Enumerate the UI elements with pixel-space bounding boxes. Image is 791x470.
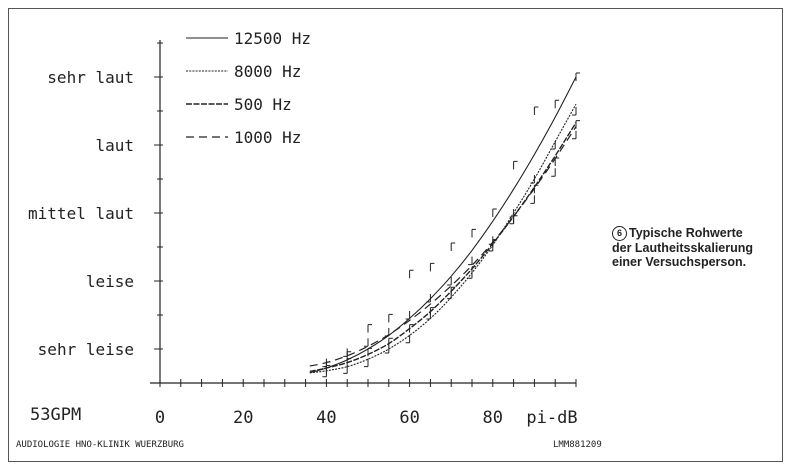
raw-point: [575, 72, 580, 81]
figure-frame: [8, 8, 783, 462]
caption-number: 6: [612, 226, 627, 241]
y-tick-label: laut: [95, 136, 134, 155]
raw-point: [575, 120, 580, 129]
raw-point: [492, 208, 497, 217]
x-tick-label: 40: [316, 408, 336, 428]
raw-point: [364, 338, 369, 347]
raw-point: [384, 328, 390, 337]
raw-point: [471, 228, 476, 238]
raw-point: [405, 334, 411, 344]
raw-point: [367, 324, 372, 333]
footer-code: LMM881209: [553, 440, 602, 450]
series-curve: [309, 126, 577, 367]
caption-line-2: der Lautheitsskalierung: [612, 241, 754, 255]
caption-line-3: einer Versuchsperson.: [612, 255, 747, 269]
series-curve: [309, 76, 577, 374]
raw-point: [429, 262, 435, 272]
raw-point: [551, 141, 556, 150]
series-curve: [309, 122, 577, 373]
subject-code: 53GPM: [30, 405, 82, 425]
footer-institution: AUDIOLOGIE HNO-KLINIK WUERZBURG: [16, 440, 184, 450]
x-tick-label: 0: [155, 408, 165, 428]
raw-point: [409, 269, 414, 279]
raw-point: [572, 107, 577, 116]
raw-point: [530, 175, 535, 184]
raw-point: [533, 106, 539, 115]
raw-point: [429, 307, 435, 316]
x-tick-label: 80: [483, 408, 503, 428]
chart-raw-points: [322, 72, 580, 378]
raw-point: [530, 195, 535, 204]
figure-caption: 6 Typische Rohwerte der Lautheitsskalieru…: [612, 226, 782, 269]
legend-label: 8000 Hz: [234, 62, 301, 81]
y-tick-label: sehr laut: [47, 68, 134, 87]
raw-point: [450, 242, 456, 251]
raw-point: [346, 358, 352, 367]
raw-point: [509, 209, 515, 218]
x-axis-label: pi-dB: [526, 408, 577, 428]
legend-label: 500 Hz: [234, 95, 292, 114]
chart-ticks: sehr leise leise mittel laut laut sehr laut 0…: [28, 42, 578, 428]
raw-point: [325, 361, 331, 370]
raw-point: [405, 311, 411, 320]
raw-point: [426, 294, 431, 303]
raw-point: [488, 236, 494, 245]
raw-point: [572, 130, 577, 140]
raw-point: [447, 277, 452, 286]
chart-curves: [309, 76, 577, 374]
x-tick-label: 60: [399, 408, 419, 428]
raw-point: [388, 313, 393, 323]
raw-point: [471, 266, 476, 275]
raw-point: [384, 345, 390, 354]
raw-point: [322, 368, 327, 378]
raw-point: [513, 160, 518, 170]
legend-label: 12500 Hz: [234, 29, 311, 48]
y-tick-label: leise: [86, 272, 134, 291]
caption-line-1: Typische Rohwerte: [629, 226, 743, 240]
raw-point: [388, 337, 393, 347]
chart-legend: 12500 Hz 8000 Hz 500 Hz 1000 Hz: [186, 29, 311, 147]
raw-point: [533, 184, 539, 194]
raw-point: [364, 358, 369, 368]
raw-point: [554, 99, 560, 109]
raw-point: [322, 358, 327, 368]
y-tick-label: mittel laut: [28, 204, 134, 223]
raw-point: [367, 347, 372, 357]
legend-label: 1000 Hz: [234, 128, 301, 147]
raw-point: [343, 348, 348, 357]
series-curve: [309, 103, 577, 374]
raw-point: [554, 157, 560, 166]
raw-point: [450, 286, 456, 296]
y-tick-label: sehr leise: [38, 340, 134, 359]
raw-point: [468, 256, 473, 266]
raw-point: [409, 324, 414, 333]
raw-point: [343, 365, 348, 374]
x-tick-label: 20: [233, 408, 253, 428]
chart-axes: [150, 40, 576, 384]
raw-point: [513, 215, 518, 224]
raw-point: [551, 168, 556, 177]
